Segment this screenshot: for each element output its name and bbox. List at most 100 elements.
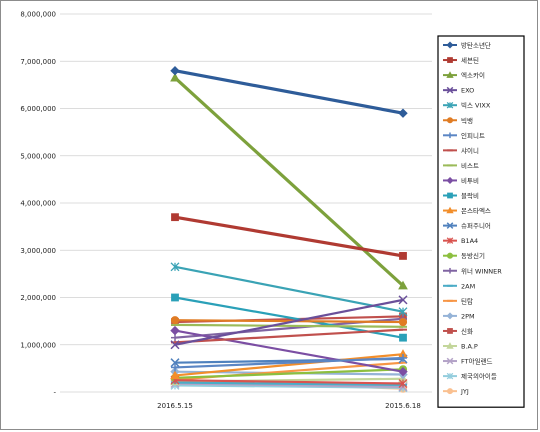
data-point — [170, 358, 180, 368]
series-line — [174, 353, 404, 377]
legend-label: 세븐틴 — [461, 56, 479, 65]
legend-label: B1A4 — [461, 237, 478, 245]
legend-entry: 제국의아이들 — [443, 372, 497, 381]
legend-marker — [446, 357, 454, 365]
y-tick-label: 6,000,000 — [20, 105, 56, 113]
legend-marker — [446, 176, 454, 184]
y-tick-label: 3,000,000 — [20, 247, 56, 255]
data-point — [170, 325, 180, 336]
legend-label: 몬스타엑스 — [461, 206, 491, 215]
data-point — [398, 379, 408, 388]
y-axis-ticks: - 1,000,000 2,000,000 3,000,000 4,000,000 5,0… — [20, 11, 56, 397]
legend-entry: 빅뱅 — [443, 116, 473, 125]
data-point — [170, 262, 180, 272]
series-line — [174, 382, 404, 388]
series-4 — [170, 295, 408, 350]
legend-entry: JYJ — [443, 388, 469, 396]
data-point — [398, 307, 408, 317]
legend-entry: FT아일랜드 — [443, 357, 493, 366]
legend-entry: 인피니트 — [443, 131, 485, 140]
series-10 — [170, 325, 408, 377]
legend-entry: EXO — [443, 87, 474, 95]
legend-marker — [447, 267, 453, 274]
legend-label: 비스트 — [461, 161, 479, 170]
series-line — [174, 323, 404, 328]
legend-label: 2PM — [461, 312, 475, 320]
series-5 — [170, 262, 408, 317]
legend-entry: 2PM — [443, 312, 475, 320]
data-point — [170, 316, 180, 325]
legend-marker — [447, 192, 453, 199]
legend-marker — [446, 117, 454, 124]
legend-marker — [447, 132, 453, 139]
legend-label: 방탄소년단 — [461, 41, 491, 50]
legend-label: JYJ — [460, 388, 469, 396]
legend-entry: 틴탑 — [443, 296, 473, 305]
legend-label: 동방신기 — [461, 251, 485, 260]
legend-label: 틴탑 — [461, 296, 473, 305]
series-7 — [171, 353, 407, 372]
data-point — [171, 213, 179, 222]
y-tick-label: 7,000,000 — [20, 58, 56, 66]
legend-label: 제국의아이들 — [461, 372, 497, 381]
data-point — [170, 370, 180, 380]
y-tick-label: 4,000,000 — [20, 200, 56, 208]
legend-entry: 신화 — [443, 326, 473, 335]
legend-label: 슈퍼주니어 — [461, 221, 491, 230]
legend-marker — [447, 57, 453, 63]
legend-marker — [446, 342, 454, 349]
y-tick-label: - — [53, 389, 56, 397]
data-point — [170, 340, 180, 350]
legend-label: 블락비 — [461, 191, 479, 200]
y-tick-label: 8,000,000 — [20, 11, 56, 19]
data-point — [398, 366, 408, 377]
x-tick-label: 2016.5.15 — [157, 402, 193, 410]
legend-entry: 슈퍼주니어 — [443, 221, 491, 230]
series-20 — [171, 312, 407, 326]
series-line — [174, 215, 404, 258]
series-line — [174, 298, 404, 346]
legend-entry: 비스트 — [443, 161, 479, 170]
series-line — [174, 381, 404, 387]
legend-entry: B.A.P — [443, 342, 478, 351]
legend-entry: 빅스 VIXX — [443, 101, 491, 110]
legend-label: 2AM — [461, 282, 475, 290]
data-point — [398, 280, 408, 290]
legend-marker — [446, 222, 454, 229]
legend-marker — [446, 312, 454, 320]
legend-entry: 샤이니 — [443, 146, 479, 155]
legend-marker — [446, 372, 454, 380]
legend-entry: 엑소카이 — [443, 71, 485, 80]
legend-entry: 블락비 — [443, 191, 479, 200]
legend-entry: 방탄소년단 — [443, 41, 491, 50]
legend-label: 엑소카이 — [461, 71, 485, 80]
legend-entry: 비투비 — [443, 176, 479, 185]
series-2 — [171, 213, 407, 260]
legend-entry: 위너 WINNER — [443, 266, 502, 275]
grid-layer — [60, 13, 432, 393]
data-point — [398, 295, 408, 305]
legend-marker — [446, 41, 454, 49]
series-line — [174, 319, 404, 324]
legend-label: 인피니트 — [461, 131, 485, 140]
series-line — [174, 384, 404, 389]
legend-entry: 몬스타엑스 — [443, 206, 491, 215]
legend-marker — [446, 252, 454, 259]
y-tick-label: 5,000,000 — [20, 152, 56, 160]
series-line — [174, 356, 404, 369]
series-9 — [171, 323, 407, 328]
data-point — [170, 65, 180, 76]
data-point — [399, 333, 407, 342]
data-point — [398, 108, 408, 118]
data-point — [399, 353, 407, 362]
series-line — [174, 265, 404, 313]
data-point — [171, 363, 179, 372]
legend-label: 샤이니 — [461, 146, 479, 155]
series-layer — [170, 65, 408, 393]
legend-entry: B1A4 — [443, 237, 478, 245]
legend-label: EXO — [461, 87, 474, 95]
legend-marker — [447, 328, 453, 334]
data-point — [398, 317, 408, 327]
legend-marker — [446, 101, 454, 109]
